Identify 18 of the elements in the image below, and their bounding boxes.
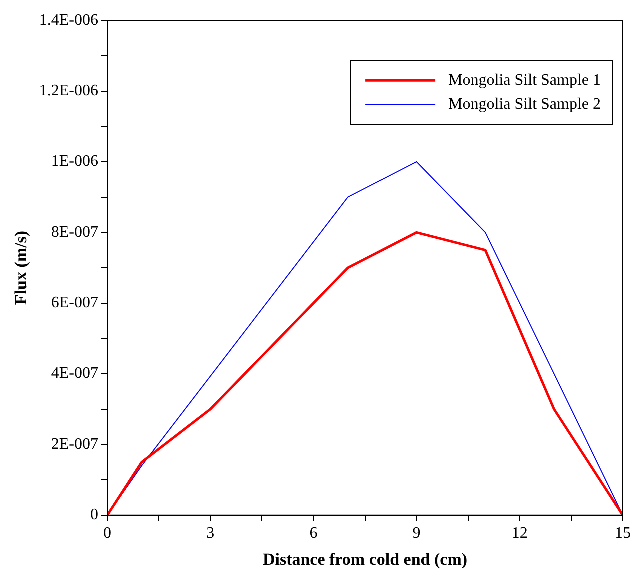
y-tick-label: 8E-007 [51,224,98,241]
x-axis-title: Distance from cold end (cm) [262,550,468,570]
y-tick-label: 1.4E-006 [39,12,98,29]
x-tick-label: 0 [104,525,112,542]
legend-label: Mongolia Silt Sample 2 [448,96,602,113]
x-tick-label: 12 [512,525,528,542]
x-tick-label: 6 [310,525,318,542]
y-tick-label: 6E-007 [51,294,98,312]
legend-label: Mongolia Silt Sample 1 [448,72,602,89]
y-axis-title: Flux (m/s) [12,230,31,306]
y-tick-label: 4E-007 [51,365,98,382]
y-tick-label: 1.2E-006 [39,82,98,100]
y-tick-label: 0 [90,506,98,524]
y-tick-label: 2E-007 [51,436,98,453]
x-tick-label: 3 [206,525,215,542]
x-tick-label: 9 [412,525,421,542]
y-tick-label: 1E-006 [51,153,98,170]
x-tick-label: 15 [615,525,631,542]
